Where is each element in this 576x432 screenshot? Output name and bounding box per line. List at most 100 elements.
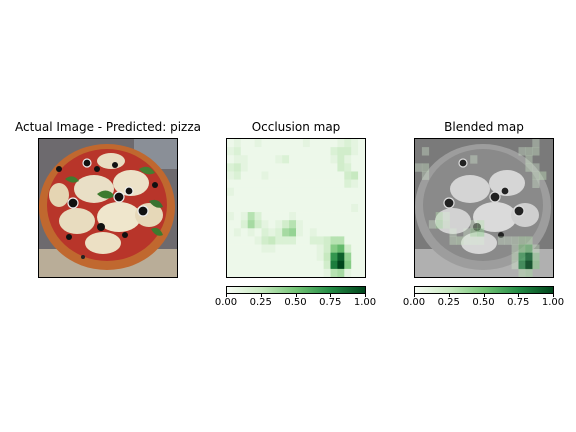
heatmap-cell	[275, 187, 283, 197]
heatmap-cell	[261, 187, 269, 197]
blended-heatmap-cell	[518, 268, 526, 277]
blended-heatmap-cell	[525, 236, 533, 245]
heatmap-cell	[289, 268, 297, 277]
heatmap-cell	[351, 171, 359, 180]
heatmap-cell	[240, 236, 248, 245]
blended-heatmap-cell	[532, 147, 540, 156]
heatmap-cell	[351, 252, 359, 262]
occlusion-map-panel	[226, 138, 366, 278]
heatmap-cell	[268, 187, 276, 197]
blended-heatmap-cell	[477, 236, 485, 245]
heatmap-cell	[323, 195, 331, 205]
heatmap-cell	[330, 195, 338, 205]
heatmap-cell	[316, 220, 324, 229]
blended-heatmap-cell	[435, 212, 443, 221]
heatmap-cell	[302, 147, 311, 156]
heatmap-cell	[268, 244, 276, 253]
occlusion-map-title: Occlusion map	[251, 120, 341, 134]
blended-heatmap-cell	[539, 171, 547, 180]
heatmap-cell	[302, 220, 311, 229]
heatmap-cell	[323, 236, 331, 245]
heatmap-cell	[302, 244, 311, 253]
heatmap-cell	[268, 179, 276, 189]
heatmap-cell	[282, 260, 290, 270]
heatmap-cell	[261, 220, 269, 229]
heatmap-cell	[316, 147, 324, 156]
heatmap-cell	[289, 155, 297, 164]
heatmap-cell	[302, 203, 311, 213]
colorbar-tick-label: 0.75	[507, 297, 530, 308]
heatmap-cell	[358, 228, 365, 237]
actual-image-title: Actual Image - Predicted: pizza	[14, 120, 202, 134]
heatmap-cell	[282, 203, 290, 213]
heatmap-cell	[240, 171, 248, 180]
heatmap-cell	[296, 171, 304, 180]
blended-heatmap-cell	[421, 163, 430, 172]
heatmap-cell	[330, 212, 338, 221]
heatmap-cell	[233, 260, 242, 270]
blended-heatmap-overlay	[415, 139, 547, 277]
heatmap-cell	[316, 171, 324, 180]
blended-heatmap-cell	[435, 220, 443, 229]
heatmap-cell	[227, 179, 235, 189]
heatmap-cell	[240, 228, 248, 237]
heatmap-cell	[337, 244, 345, 253]
heatmap-cell	[254, 179, 262, 189]
heatmap-cell	[227, 147, 235, 156]
heatmap-cell	[302, 195, 311, 205]
blended-heatmap-cell	[518, 147, 526, 156]
blended-heatmap-cell	[511, 260, 519, 270]
heatmap-cell	[254, 147, 262, 156]
heatmap-cell	[227, 236, 235, 245]
heatmap-cell	[358, 147, 365, 156]
blended-heatmap-cell	[470, 220, 478, 229]
heatmap-cell	[358, 268, 365, 277]
heatmap-cell	[323, 203, 331, 213]
heatmap-cell	[309, 179, 317, 189]
heatmap-cell	[268, 147, 276, 156]
blended-heatmap-cell	[463, 236, 471, 245]
heatmap-cell	[268, 139, 276, 148]
heatmap-cell	[358, 252, 365, 262]
heatmap-cell	[330, 268, 338, 277]
heatmap-cell	[227, 171, 235, 180]
blended-heatmap-cell	[511, 244, 519, 253]
heatmap-cell	[254, 212, 262, 221]
blended-heatmap-cell	[470, 228, 478, 237]
heatmap-cell	[358, 244, 365, 253]
heatmap-cell	[358, 139, 365, 148]
heatmap-cell	[316, 195, 324, 205]
heatmap-cell	[337, 203, 345, 213]
heatmap-cell	[282, 195, 290, 205]
heatmap-cell	[289, 220, 297, 229]
heatmap-cell	[247, 252, 255, 262]
heatmap-cell	[351, 228, 359, 237]
heatmap-cell	[247, 195, 255, 205]
heatmap-cell	[309, 244, 317, 253]
heatmap-cell	[227, 220, 235, 229]
heatmap-cell	[337, 163, 345, 172]
heatmap-cell	[247, 139, 255, 148]
heatmap-cell	[337, 268, 345, 277]
blended-heatmap-cell	[504, 236, 512, 245]
heatmap-cell	[316, 228, 324, 237]
blended-heatmap-cell	[449, 236, 457, 245]
pizza-image	[39, 139, 177, 277]
heatmap-cell	[337, 147, 345, 156]
heatmap-cell	[254, 268, 262, 277]
heatmap-cell	[240, 252, 248, 262]
heatmap-cell	[233, 212, 242, 221]
heatmap-cell	[254, 228, 262, 237]
heatmap-cell	[296, 195, 304, 205]
heatmap-cell	[261, 171, 269, 180]
heatmap-cell	[247, 228, 255, 237]
heatmap-cell	[323, 179, 331, 189]
heatmap-cell	[227, 260, 235, 270]
blended-heatmap-cell	[477, 220, 485, 229]
colorbar-tick-label: 0.75	[319, 297, 342, 308]
heatmap-cell	[302, 252, 311, 262]
heatmap-cell	[337, 212, 345, 221]
blended-heatmap-cell	[518, 244, 526, 253]
heatmap-cell	[309, 236, 317, 245]
heatmap-cell	[316, 260, 324, 270]
